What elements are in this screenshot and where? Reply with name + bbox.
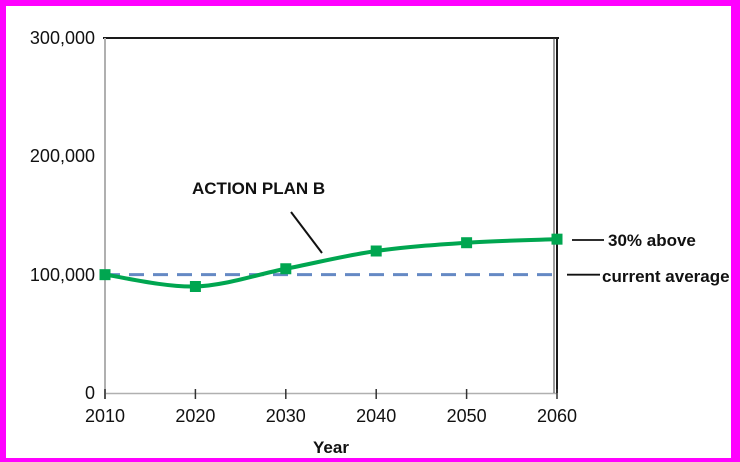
y-axis-tick-label: 0 <box>84 383 95 403</box>
data-point-marker <box>99 269 111 281</box>
data-point-marker <box>280 263 292 275</box>
chart-canvas <box>6 6 731 458</box>
y-axis-tick-label: 100,000 <box>29 264 95 285</box>
y-axis-tick-label: 200,000 <box>29 146 95 167</box>
x-axis-title: Year <box>313 438 349 457</box>
x-axis-tick-label: 2060 <box>536 406 578 426</box>
y-axis-tick-label: 300,000 <box>29 28 95 48</box>
x-axis-tick-label: 2040 <box>356 406 397 426</box>
end-value-label: 30% above <box>608 231 696 250</box>
x-axis-tick-label: 2020 <box>175 406 216 426</box>
data-point-marker <box>551 233 563 245</box>
x-axis-tick-label: 2050 <box>446 406 487 426</box>
annotation-connector-line <box>290 211 323 254</box>
series-annotation-label: ACTION PLAN B <box>192 179 326 198</box>
data-point-marker <box>461 237 473 249</box>
data-point-marker <box>370 245 382 257</box>
reference-line-label: current average <box>602 267 730 286</box>
x-axis-tick-label: 2010 <box>84 406 126 426</box>
x-axis-tick-label: 2030 <box>265 406 306 426</box>
action-plan-line <box>103 237 559 289</box>
data-point-marker <box>189 281 201 292</box>
